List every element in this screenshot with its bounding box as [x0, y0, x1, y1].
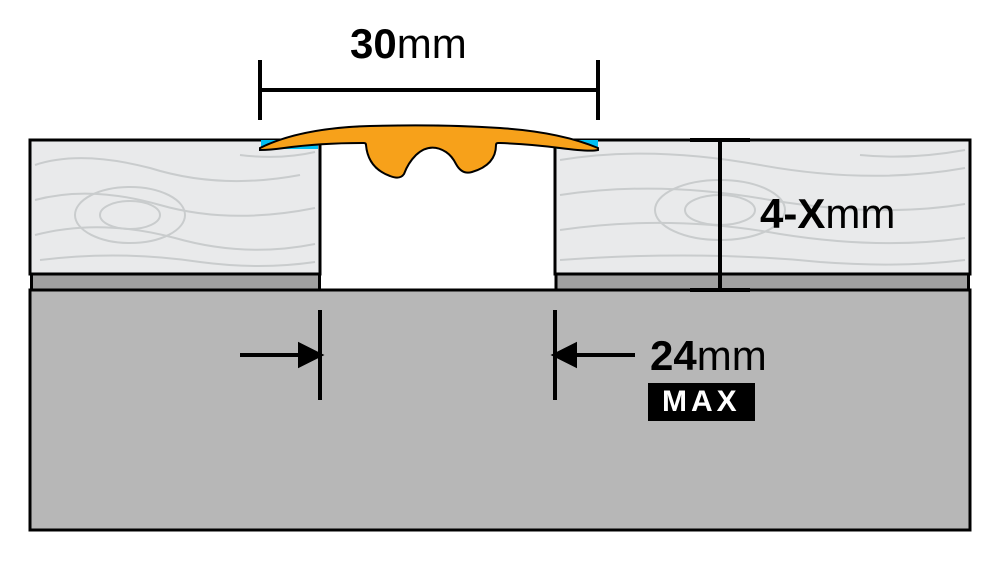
- dimension-width: [260, 60, 598, 120]
- gap-num: 24: [650, 332, 697, 379]
- thickness-unit: mm: [825, 190, 895, 237]
- diagram-stage: 30mm 4-Xmm 24mm MAX: [0, 0, 1000, 562]
- diagram-svg: [0, 0, 1000, 562]
- floor-left: [30, 140, 320, 274]
- width-num: 30: [350, 20, 397, 67]
- subfloor: [30, 290, 970, 530]
- underlay-left: [32, 274, 320, 290]
- gap-unit: mm: [697, 332, 767, 379]
- gap-max-label: MAX: [648, 383, 755, 421]
- gap-max-text: MAX: [662, 385, 741, 418]
- thickness-num: 4-X: [760, 190, 825, 237]
- width-unit: mm: [397, 20, 467, 67]
- thickness-label: 4-Xmm: [760, 190, 895, 238]
- width-label: 30mm: [350, 20, 467, 68]
- underlay-right: [556, 274, 969, 290]
- gap-label: 24mm: [650, 332, 767, 380]
